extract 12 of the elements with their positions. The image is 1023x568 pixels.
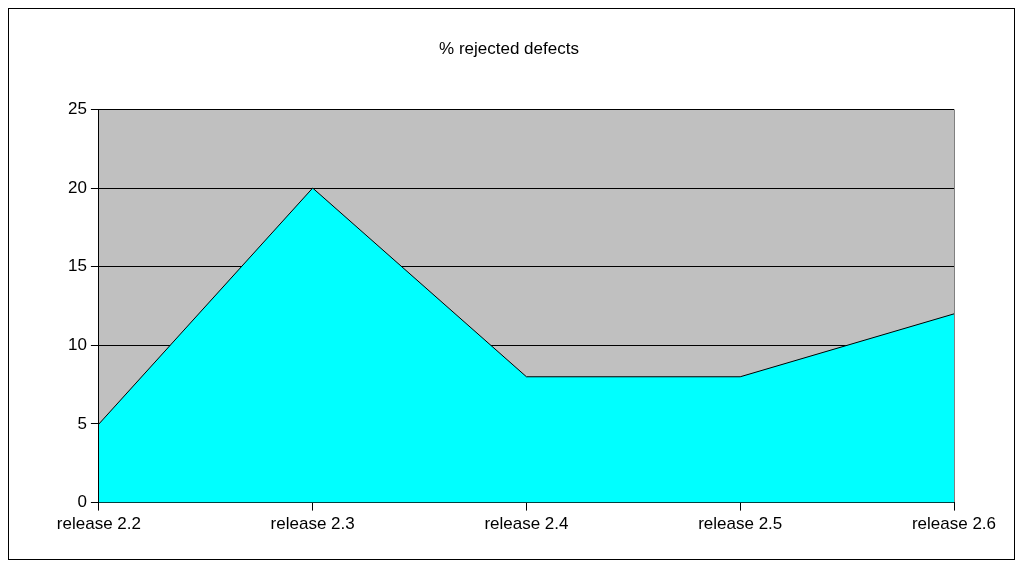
- chart-title: % rejected defects: [439, 38, 579, 58]
- y-tick-label: 10: [67, 335, 87, 355]
- y-tick-label: 15: [67, 256, 87, 276]
- x-tick-label: release 2.5: [698, 514, 783, 534]
- y-tick-label: 0: [77, 492, 87, 512]
- x-tick-label: release 2.2: [56, 514, 141, 534]
- y-tick-label: 20: [67, 177, 87, 197]
- x-tick-label: release 2.6: [911, 514, 997, 534]
- y-tick-label: 25: [67, 99, 87, 119]
- y-tick-label: 5: [77, 413, 87, 433]
- x-tick-label: release 2.3: [270, 514, 355, 534]
- x-tick-label: release 2.4: [484, 514, 569, 534]
